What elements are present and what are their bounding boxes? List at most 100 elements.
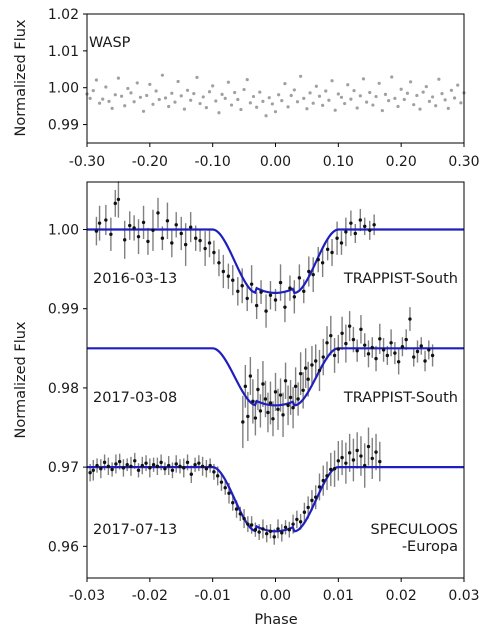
data-point	[355, 448, 359, 453]
wasp-y-tick-label: 0.99	[48, 118, 79, 134]
data-point	[253, 527, 258, 532]
data-point	[332, 467, 337, 471]
data-point	[241, 420, 245, 424]
data-point	[242, 516, 246, 521]
data-point	[221, 269, 226, 274]
transit-y-tick-label: 0.98	[48, 381, 79, 397]
wasp-point	[380, 108, 384, 113]
data-point	[310, 363, 314, 367]
data-point	[125, 463, 129, 467]
data-point	[306, 505, 310, 510]
data-point	[358, 218, 363, 222]
wasp-point	[358, 94, 362, 98]
data-point	[114, 462, 118, 466]
data-point	[104, 218, 108, 222]
observation-date: 2016-03-13	[93, 271, 177, 287]
data-point	[355, 349, 359, 353]
data-point	[276, 407, 280, 411]
data-point	[203, 246, 207, 251]
data-point	[287, 527, 292, 532]
wasp-y-ticks: 0.99 1.00 1.01 1.02	[48, 7, 87, 134]
data-point	[339, 241, 344, 245]
instrument-label: -Europa	[402, 539, 458, 555]
wasp-point	[126, 86, 130, 91]
wasp-points	[85, 73, 466, 118]
data-point	[128, 223, 132, 228]
observation-date: 2017-07-13	[93, 522, 177, 538]
data-point	[389, 341, 393, 345]
wasp-point	[192, 92, 196, 96]
data-point	[113, 201, 117, 206]
data-point	[283, 379, 288, 383]
wasp-point	[415, 93, 419, 98]
wasp-point	[437, 77, 441, 81]
wasp-point	[173, 100, 177, 104]
data-point	[291, 522, 295, 526]
wasp-point	[434, 104, 438, 108]
data-point	[400, 345, 405, 349]
wasp-point	[214, 99, 218, 103]
wasp-point	[280, 99, 284, 103]
data-point	[265, 531, 269, 536]
transit-x-tick-label: 0.01	[323, 588, 354, 604]
data-point	[273, 390, 278, 394]
wasp-point	[383, 92, 388, 96]
data-point	[370, 345, 374, 350]
data-point	[88, 470, 92, 475]
data-point	[344, 230, 348, 234]
wasp-point	[189, 98, 193, 102]
data-point	[240, 284, 244, 288]
data-point	[381, 348, 386, 352]
wasp-point	[110, 106, 114, 110]
wasp-point	[229, 103, 234, 107]
instrument-label: TRAPPIST-South	[343, 390, 458, 406]
data-point	[208, 463, 212, 468]
data-point	[314, 495, 318, 499]
wasp-point	[217, 111, 221, 115]
data-point	[133, 459, 137, 463]
data-point	[378, 337, 382, 341]
data-point	[256, 387, 260, 392]
data-point	[281, 413, 285, 417]
data-point	[306, 377, 310, 381]
data-point	[155, 464, 160, 469]
transit-2017-07-13-group	[87, 427, 464, 545]
wasp-point	[236, 97, 240, 102]
wasp-point	[91, 89, 95, 93]
transit-x-axis-title: Phase	[254, 612, 297, 628]
data-point	[249, 282, 254, 286]
transit-x-tick-label: -0.01	[195, 588, 231, 604]
wasp-x-tick-label: 0.20	[386, 154, 417, 170]
wasp-point	[233, 90, 237, 95]
transit-x-tick-label: -0.02	[132, 588, 168, 604]
wasp-label: WASP	[89, 35, 131, 51]
wasp-point	[195, 75, 199, 79]
wasp-point	[412, 103, 416, 107]
wasp-point	[220, 92, 224, 96]
data-point	[102, 460, 107, 465]
data-point	[165, 219, 170, 223]
data-point	[351, 458, 356, 462]
wasp-point	[443, 98, 447, 102]
wasp-point	[163, 96, 168, 100]
transit-x-tick-label: 0.02	[386, 588, 417, 604]
data-point	[182, 466, 186, 470]
wasp-point	[267, 96, 271, 100]
wasp-point	[402, 97, 406, 102]
data-point	[193, 463, 197, 467]
data-point	[163, 467, 167, 471]
wasp-point	[311, 101, 315, 105]
data-point	[303, 366, 308, 370]
transit-model-curve	[87, 228, 464, 295]
wasp-x-tick-label: -0.20	[132, 154, 168, 170]
wasp-x-tick-label: 0.10	[323, 154, 354, 170]
transit-y-ticks: 0.96 0.97 0.98 0.99 1.00	[48, 223, 87, 555]
data-point	[393, 351, 397, 355]
wasp-point	[226, 80, 230, 84]
wasp-point	[273, 110, 278, 114]
data-point	[178, 464, 182, 469]
data-point	[245, 296, 249, 301]
data-point	[243, 384, 248, 389]
data-point	[329, 333, 333, 338]
data-point	[109, 232, 113, 236]
